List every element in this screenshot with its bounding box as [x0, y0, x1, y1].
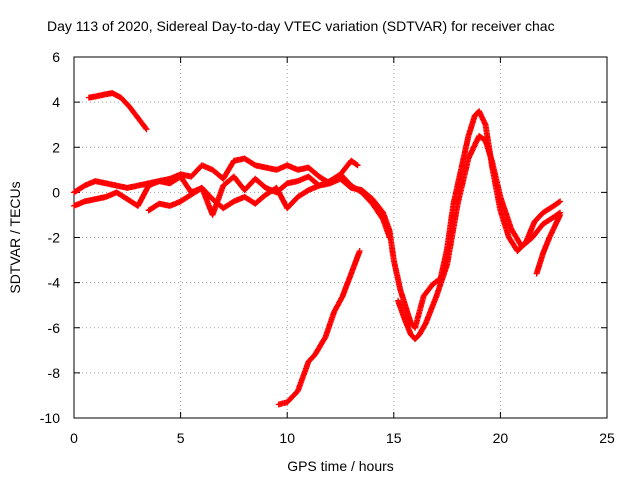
series-arc-g: [395, 133, 564, 342]
y-axis-label: SDTVAR / TECUs: [7, 181, 23, 293]
x-tick-label: 0: [70, 430, 78, 446]
point-markers: [85, 90, 150, 133]
y-tick-label: -4: [48, 275, 61, 291]
y-tick-label: -10: [40, 410, 60, 426]
series-arc-e: [275, 248, 363, 408]
point-markers: [533, 211, 564, 277]
y-tick-label: -2: [48, 230, 61, 246]
series-arc-b: [71, 155, 361, 196]
x-tick-label: 10: [279, 430, 295, 446]
series-arc-h: [533, 211, 564, 277]
x-tick-label: 20: [493, 430, 509, 446]
x-tick-label: 25: [599, 430, 615, 446]
chart-title: Day 113 of 2020, Sidereal Day-to-day VTE…: [47, 18, 555, 34]
y-tick-label: 4: [52, 94, 60, 110]
y-tick-label: 2: [52, 139, 60, 155]
x-tick-label: 5: [177, 430, 185, 446]
data-series: [71, 90, 564, 408]
series-arc-a: [85, 90, 150, 133]
x-tick-label: 15: [386, 430, 402, 446]
x-axis-label: GPS time / hours: [287, 458, 394, 474]
point-markers: [71, 155, 361, 196]
point-markers: [145, 175, 393, 234]
point-markers: [275, 248, 363, 408]
y-tick-label: -8: [48, 365, 61, 381]
y-tick-label: 6: [52, 49, 60, 65]
series-arc-d: [145, 175, 393, 234]
point-markers: [395, 133, 564, 342]
axis-ticks: 0 5 10 15 20 25 -10 -8 -6 -4 -2 0 2 4 6: [40, 49, 615, 446]
y-tick-label: -6: [48, 320, 61, 336]
y-tick-label: 0: [52, 184, 60, 200]
plot-frame: [73, 56, 608, 419]
